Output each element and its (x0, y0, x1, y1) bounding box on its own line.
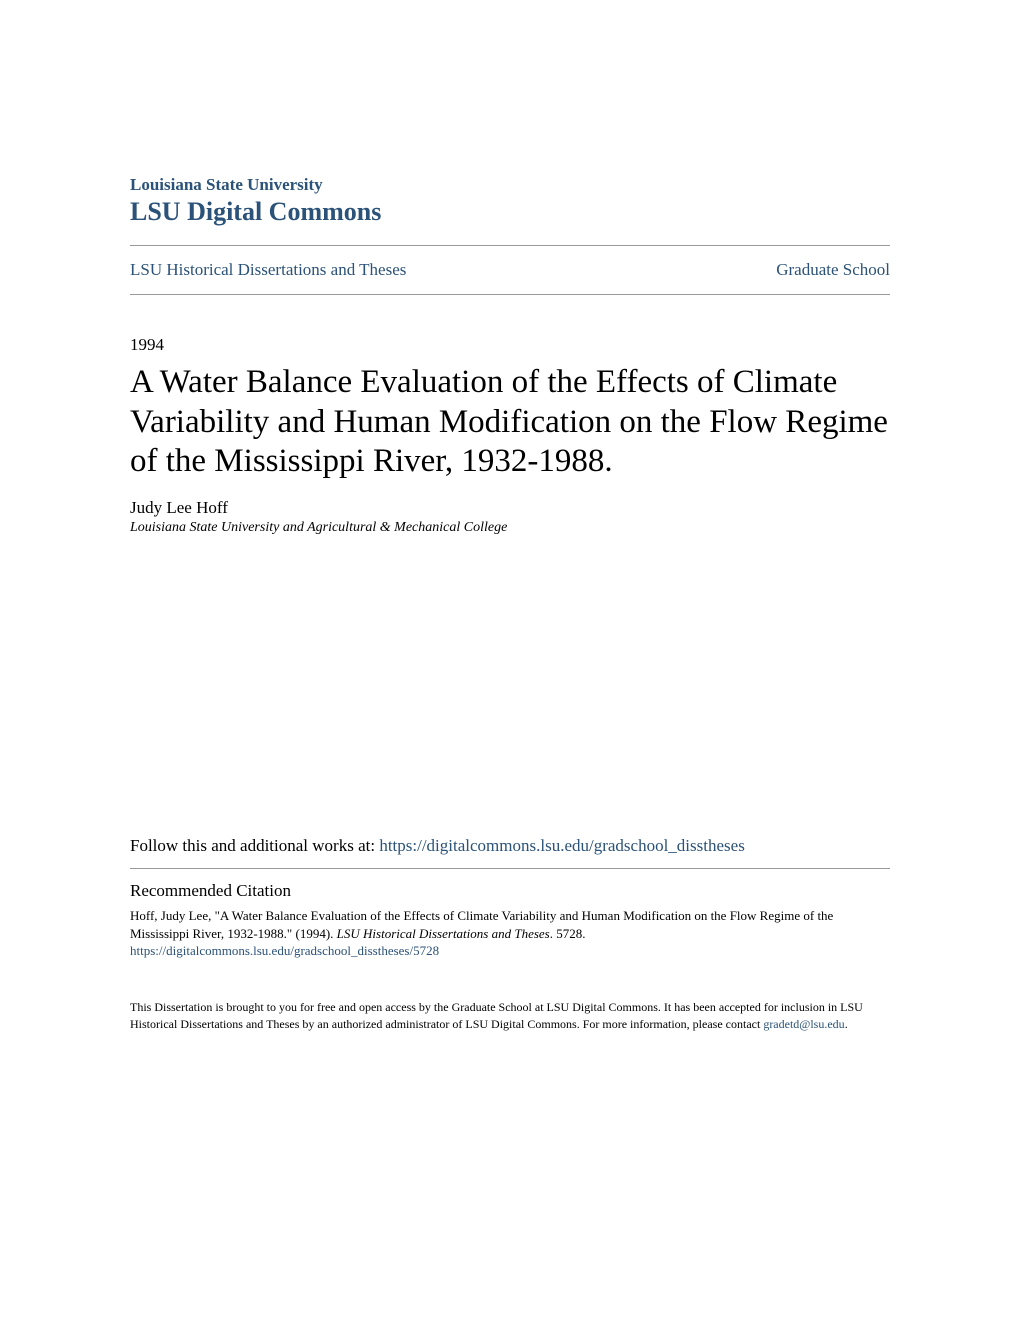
author-affiliation: Louisiana State University and Agricultu… (130, 520, 890, 536)
footer-text-body: This Dissertation is brought to you for … (130, 1000, 863, 1031)
follow-section: Follow this and additional works at: htt… (130, 836, 890, 868)
school-link[interactable]: Graduate School (776, 260, 890, 280)
contact-email[interactable]: gradetd@lsu.edu (763, 1017, 844, 1031)
citation-text: Hoff, Judy Lee, "A Water Balance Evaluat… (130, 907, 890, 943)
citation-part2: . 5728. (550, 926, 586, 941)
citation-section: Recommended Citation Hoff, Judy Lee, "A … (130, 869, 890, 959)
citation-url[interactable]: https://digitalcommons.lsu.edu/gradschoo… (130, 943, 890, 959)
citation-heading: Recommended Citation (130, 881, 890, 901)
breadcrumb-nav: LSU Historical Dissertations and Theses … (130, 246, 890, 294)
footer-suffix: . (845, 1017, 848, 1031)
publication-year: 1994 (130, 335, 890, 355)
site-name[interactable]: LSU Digital Commons (130, 197, 890, 227)
collection-link[interactable]: LSU Historical Dissertations and Theses (130, 260, 406, 280)
nav-divider (130, 294, 890, 295)
citation-italic: LSU Historical Dissertations and Theses (337, 926, 550, 941)
footer-notice: This Dissertation is brought to you for … (130, 999, 890, 1033)
institution-name: Louisiana State University (130, 175, 890, 195)
document-title: A Water Balance Evaluation of the Effect… (130, 363, 890, 482)
author-name: Judy Lee Hoff (130, 498, 890, 518)
follow-link[interactable]: https://digitalcommons.lsu.edu/gradschoo… (379, 836, 744, 855)
follow-prefix: Follow this and additional works at: (130, 836, 379, 855)
